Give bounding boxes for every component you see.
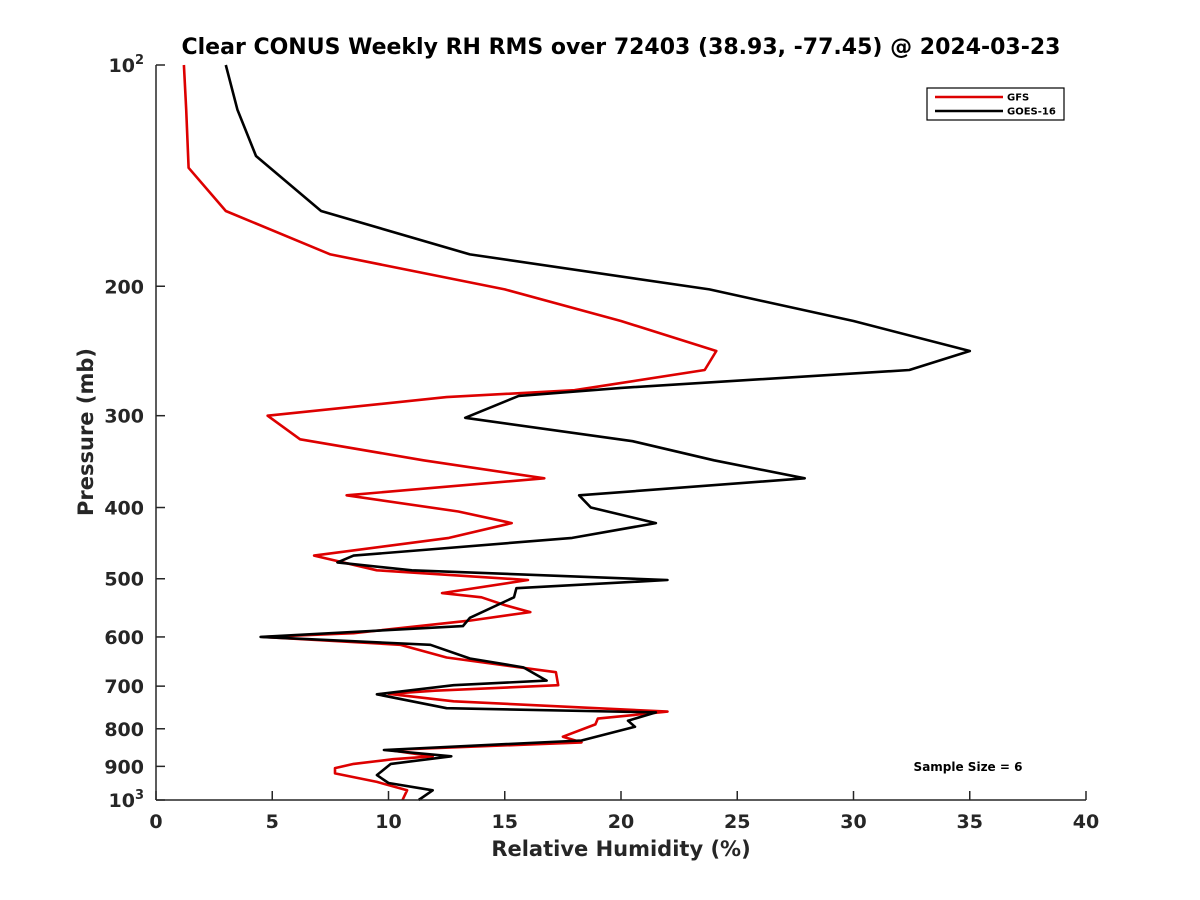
x-tick-label: 25 xyxy=(724,811,750,833)
y-tick-label: 102 xyxy=(109,53,145,77)
y-axis-title: Pressure (mb) xyxy=(74,348,98,516)
x-tick-label: 15 xyxy=(492,811,518,833)
y-tick-exponent: 2 xyxy=(135,53,144,68)
x-tick-label: 30 xyxy=(840,811,866,833)
x-tick-label: 0 xyxy=(149,811,162,833)
x-axis-title: Relative Humidity (%) xyxy=(491,837,750,861)
x-tick-label: 20 xyxy=(608,811,634,833)
y-tick-label: 600 xyxy=(104,627,144,649)
y-tick-label: 400 xyxy=(104,498,144,520)
legend-label: GOES-16 xyxy=(1007,107,1056,118)
y-tick-label: 103 xyxy=(109,788,145,812)
legend-box xyxy=(926,87,1065,121)
y-tick-base: 10 xyxy=(109,790,135,812)
x-ticks: 0 5 10 15 20 25 30 35 40 xyxy=(149,791,1099,833)
legend: GFS GOES-16 xyxy=(926,87,1065,121)
y-tick-label: 900 xyxy=(104,756,144,778)
x-tick-label: 35 xyxy=(957,811,983,833)
sample-size-annotation: Sample Size = 6 xyxy=(914,760,1023,774)
y-tick-label: 700 xyxy=(104,676,144,698)
y-tick-label: 200 xyxy=(104,276,144,298)
x-tick-label: 10 xyxy=(375,811,401,833)
chart-title: Clear CONUS Weekly RH RMS over 72403 (38… xyxy=(182,35,1061,60)
y-tick-base: 10 xyxy=(109,55,135,77)
y-tick-exponent: 3 xyxy=(135,788,144,803)
plot-area xyxy=(182,64,972,802)
legend-label: GFS xyxy=(1007,93,1029,104)
y-tick-label: 300 xyxy=(104,406,144,428)
x-tick-label: 40 xyxy=(1073,811,1099,833)
y-tick-label: 500 xyxy=(104,569,144,591)
series-line-goes-16 xyxy=(224,64,972,802)
x-tick-label: 5 xyxy=(266,811,279,833)
y-tick-label: 800 xyxy=(104,719,144,741)
